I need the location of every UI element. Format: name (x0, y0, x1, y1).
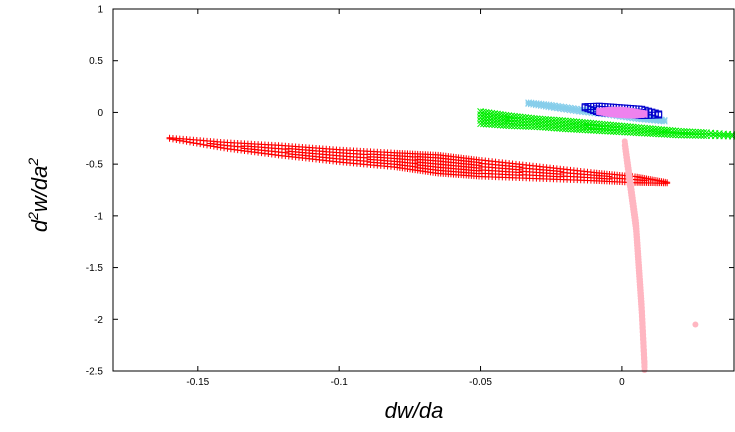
data-point (642, 116, 649, 123)
x-tick-label: -0.15 (186, 377, 209, 388)
data-point (683, 131, 691, 139)
y-tick-label: 1 (97, 5, 103, 16)
data-point (560, 105, 568, 113)
y-axis-label-sup2: 2 (25, 158, 41, 167)
data-point (657, 117, 665, 125)
x-axis-label: dw/da (385, 398, 444, 423)
y-axis-label-base: d (27, 219, 52, 232)
data-point (166, 135, 173, 142)
data-point (648, 116, 656, 124)
x-tick-label: -0.1 (331, 377, 349, 388)
data-point (581, 126, 589, 134)
data-point (183, 138, 190, 145)
data-point (666, 131, 674, 139)
data-point (502, 111, 510, 119)
data-point (641, 366, 648, 373)
data-point (169, 136, 176, 143)
y-tick-label: 0 (97, 108, 103, 119)
data-point (579, 108, 586, 116)
y-tick-label: -2 (94, 315, 103, 326)
data-point (569, 107, 577, 114)
y-axis-label-mid: w/da (27, 166, 52, 212)
data-point (186, 139, 193, 146)
data-point (645, 116, 652, 124)
data-point (217, 144, 224, 151)
y-axis-ticks: 1 0.5 0 -0.5 -1 -1.5 -2 -2.5 (86, 5, 734, 378)
y-axis-label-sup1: 2 (25, 212, 41, 221)
data-point (663, 131, 671, 138)
data-point (672, 131, 679, 139)
data-point (563, 106, 571, 113)
data-point (660, 117, 668, 125)
y-tick-label: -1 (94, 211, 103, 222)
data-point (576, 108, 583, 115)
plot-frame (112, 8, 735, 372)
y-tick-label: -0.5 (86, 160, 104, 171)
data-point (641, 111, 648, 118)
data-point (573, 107, 580, 115)
data-point (664, 180, 671, 187)
data-point (581, 119, 589, 126)
data-point (547, 103, 555, 111)
y-tick-label: -2.5 (86, 367, 104, 378)
y-axis-label: d2w/da2 (25, 158, 52, 233)
data-point (554, 104, 561, 112)
data-point (200, 141, 207, 148)
data-point (654, 117, 662, 124)
data-point (692, 321, 699, 328)
data-point (686, 132, 694, 139)
plot-points (166, 99, 735, 373)
x-tick-label: -0.05 (469, 377, 492, 388)
data-point (214, 144, 221, 151)
data-point (675, 131, 682, 139)
data-point (557, 105, 565, 112)
data-point (173, 136, 180, 143)
data-point (210, 143, 217, 150)
data-point (193, 140, 200, 147)
data-point (660, 131, 668, 138)
data-point (655, 111, 663, 119)
data-point (207, 142, 214, 149)
data-point (221, 145, 228, 152)
data-point (638, 115, 646, 123)
y-tick-label: 0.5 (89, 56, 103, 67)
data-point (180, 138, 187, 145)
x-tick-label: 0 (619, 377, 625, 388)
data-point (669, 131, 677, 139)
data-point (204, 142, 211, 149)
data-point (190, 139, 197, 146)
data-point (677, 131, 685, 139)
data-point (651, 117, 659, 124)
x-axis-ticks: -0.15 -0.1 -0.05 0 (186, 9, 625, 388)
data-point (176, 137, 183, 144)
y-tick-label: -1.5 (86, 263, 104, 274)
data-point (197, 141, 204, 148)
data-point (680, 131, 688, 139)
data-point (551, 104, 558, 112)
data-point (566, 106, 574, 114)
